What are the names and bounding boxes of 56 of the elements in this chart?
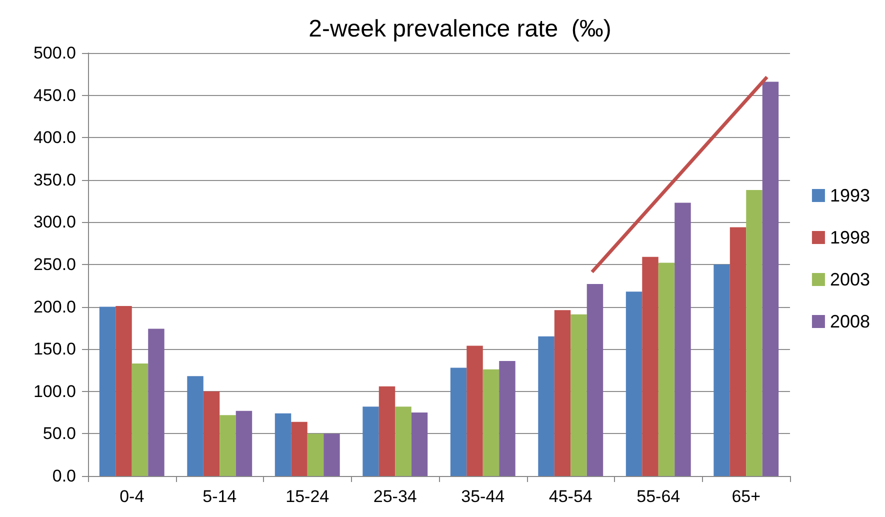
bar — [730, 227, 746, 476]
y-tick-label: 250.0 — [33, 255, 76, 274]
bar — [538, 336, 554, 476]
legend-label: 1998 — [830, 228, 870, 248]
y-tick-label: 0.0 — [52, 466, 76, 486]
bar — [236, 410, 252, 476]
bar — [762, 82, 779, 476]
bar — [411, 412, 428, 476]
bar — [626, 292, 642, 476]
y-tick-label: 100.0 — [33, 382, 76, 401]
y-tick-label: 350.0 — [33, 170, 76, 190]
bar — [658, 262, 675, 476]
y-tick-label: 500.0 — [33, 44, 76, 62]
y-tick-label: 150.0 — [33, 340, 76, 359]
chart-title: 2-week prevalence rate (‰) — [308, 16, 612, 42]
bar — [714, 264, 730, 476]
x-tick-label: 65+ — [732, 487, 761, 506]
legend-label: 2008 — [830, 312, 870, 332]
bar — [99, 306, 116, 476]
bar — [203, 391, 220, 476]
bar — [466, 346, 483, 476]
bar — [499, 360, 516, 476]
x-tick-label: 45-54 — [548, 487, 592, 506]
bar — [220, 415, 236, 476]
bar — [307, 434, 324, 476]
x-tick-label: 15-24 — [286, 487, 330, 506]
bar — [187, 376, 204, 476]
bar — [362, 406, 379, 476]
bar — [554, 310, 571, 476]
legend-label: 2003 — [830, 270, 870, 290]
x-tick-label: 55-64 — [636, 487, 680, 506]
bar — [482, 369, 500, 476]
bar — [642, 256, 658, 476]
y-tick-label: 400.0 — [33, 128, 76, 148]
bar — [324, 434, 340, 476]
bar — [674, 202, 691, 476]
bar — [570, 314, 587, 476]
x-tick-label: 25-34 — [373, 487, 417, 506]
bar — [378, 386, 396, 476]
x-tick-label: 5-14 — [202, 487, 237, 506]
y-tick-label: 450.0 — [33, 86, 76, 105]
bar — [132, 363, 148, 476]
bar — [291, 422, 308, 476]
x-tick-label: 35-44 — [461, 487, 505, 506]
y-tick-label: 300.0 — [33, 212, 76, 232]
bar — [586, 284, 604, 476]
y-tick-label: 200.0 — [33, 297, 76, 316]
bar — [450, 368, 467, 476]
y-tick-label: 50.0 — [42, 424, 76, 444]
bar — [274, 413, 292, 476]
bar — [395, 406, 412, 476]
bar — [148, 328, 164, 476]
bar — [746, 190, 762, 476]
x-tick-label: 0-4 — [120, 487, 144, 506]
bar — [116, 306, 132, 476]
legend-label: 1993 — [830, 186, 870, 206]
